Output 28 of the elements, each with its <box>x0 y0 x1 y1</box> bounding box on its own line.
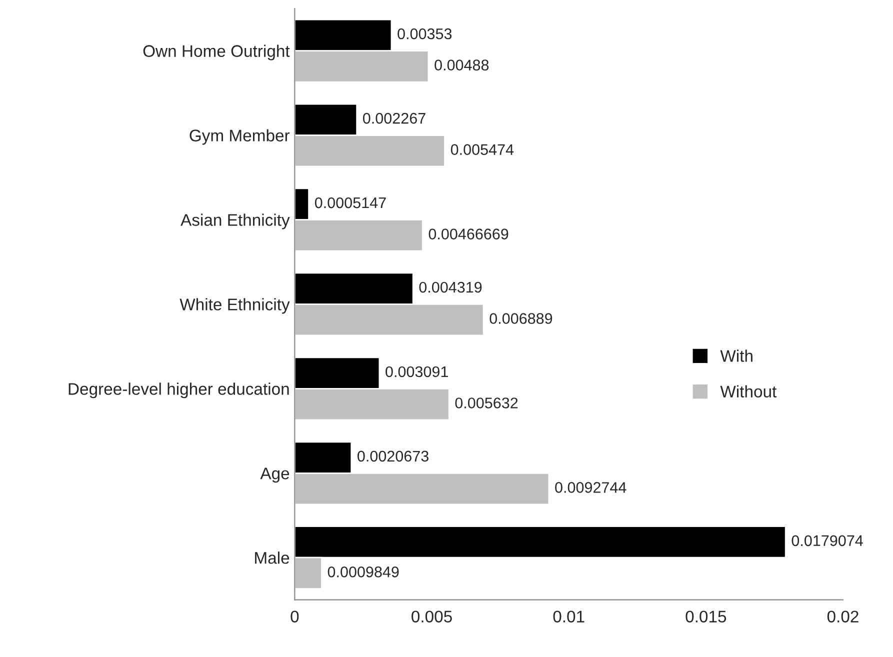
x-tick-label: 0.02 <box>827 610 858 622</box>
data-label: 0.0009849 <box>328 566 399 578</box>
data-label: 0.006889 <box>490 313 552 324</box>
y-tick-label: Gym Member <box>190 129 290 145</box>
data-label: 0.005632 <box>455 398 518 408</box>
data-label: 0.00353 <box>398 28 452 40</box>
data-label: 0.002267 <box>362 112 426 124</box>
data-label: 0.0005147 <box>314 197 386 208</box>
x-tick-label: 0.015 <box>686 610 726 622</box>
y-tick-label: White Ethnicity <box>180 298 290 314</box>
data-label: 0.005474 <box>450 144 514 155</box>
data-label: 0.0092744 <box>555 482 626 493</box>
data-label: 0.003091 <box>386 366 448 378</box>
y-tick-label: Age <box>260 468 290 483</box>
x-tick-label: 0.005 <box>412 610 452 622</box>
y-tick-label: Own Home Outright <box>143 44 290 60</box>
y-tick-label: Asian Ethnicity <box>180 214 290 230</box>
data-label: 0.0179074 <box>792 535 863 546</box>
y-tick-label: Male <box>255 552 290 564</box>
data-label: 0.0020673 <box>358 450 428 462</box>
data-label: 0.00466669 <box>428 228 508 240</box>
x-tick-label: 0.01 <box>553 610 584 622</box>
legend-label: Without <box>720 385 777 398</box>
data-label: 0.004319 <box>419 282 482 293</box>
data-label: 0.00488 <box>434 60 489 71</box>
y-tick-label: Degree-level higher education <box>68 382 289 398</box>
x-tick-label: 0 <box>290 610 299 622</box>
legend-label: With <box>720 350 752 362</box>
